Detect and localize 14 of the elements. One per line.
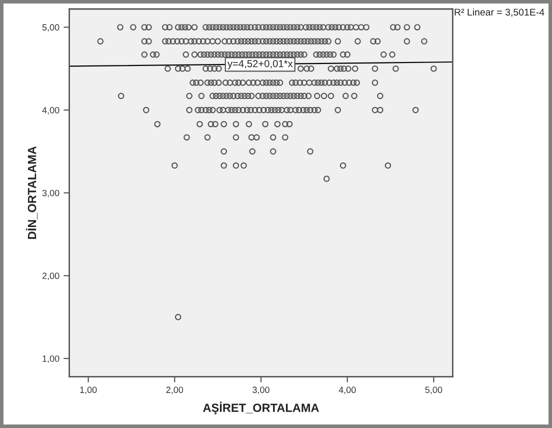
annotation: y=4,52+0,01*x — [227, 60, 293, 70]
x-tick-label: 3,00 — [252, 386, 270, 394]
y-axis-title: DİN_ORTALAMA — [26, 146, 38, 239]
y-tick-label: 3,00 — [42, 190, 60, 198]
y-tick-label: 2,00 — [42, 272, 60, 280]
y-tick-label: 1,00 — [42, 355, 60, 363]
x-axis-title: AŞİRET_ORTALAMA — [203, 402, 319, 414]
x-tick-label: 1,00 — [80, 386, 97, 394]
y-tick-label: 4,00 — [42, 107, 60, 114]
y-tick-label: 5,00 — [42, 24, 60, 32]
x-tick-label: 4,00 — [338, 386, 356, 394]
x-tick-label: 5,00 — [425, 386, 442, 394]
x-tick-label: 2,00 — [166, 386, 184, 394]
text: R² Linear = 3,501E-4 — [454, 8, 544, 17]
